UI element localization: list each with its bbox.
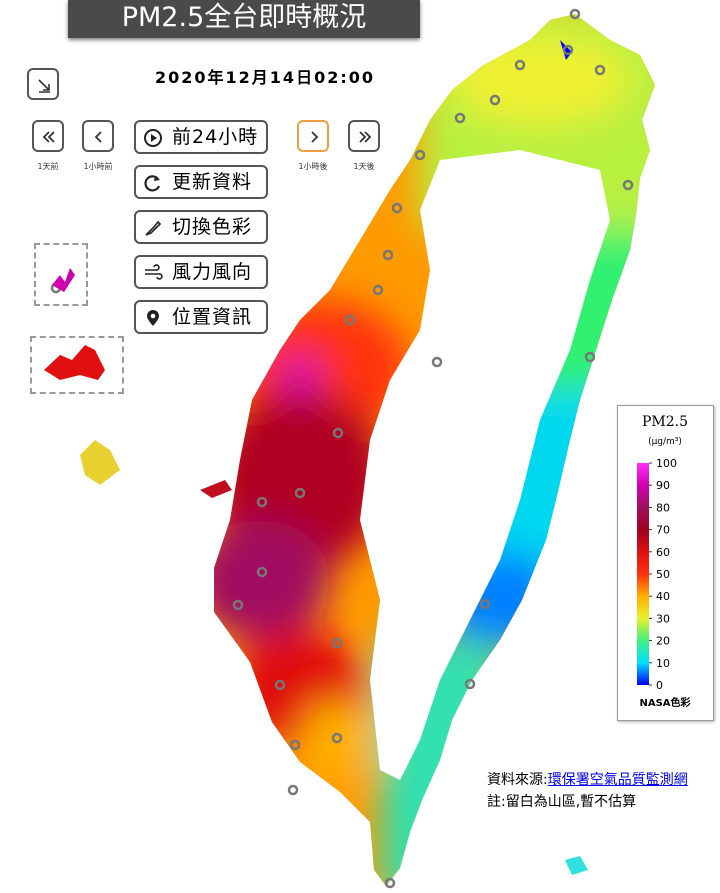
tick-label: 10 [656, 657, 670, 670]
button-label: 更新資料 [172, 171, 253, 193]
button[interactable]: 位置資訊 [134, 300, 268, 334]
button-label: 切換色彩 [172, 216, 253, 238]
nav-label: 1天後 [353, 162, 375, 171]
button[interactable]: 風力風向 [134, 255, 268, 289]
source-link[interactable]: 環保署空氣品質監測網 [547, 772, 688, 788]
inset-box [30, 336, 124, 394]
button-label: 位置資訊 [172, 306, 253, 328]
back-hour-button[interactable] [82, 120, 114, 152]
button-label: 前24小時 [172, 126, 259, 148]
inset-box [34, 243, 88, 306]
tick-label: 70 [656, 524, 670, 537]
tick-label: 90 [656, 479, 670, 492]
button-label: 風力風向 [172, 261, 253, 283]
source: 資料來源:環保署空氣品質監測網 [487, 769, 688, 789]
collapse-button[interactable] [27, 68, 59, 100]
legend-caption: NASA色彩 [639, 696, 690, 709]
datetime: 2020年12月14日02:00 [155, 68, 375, 87]
legend-scale: PM2.5 (μg/m³) NASA色彩 0 10 20 30 40 50 60 70 80 90… [637, 414, 691, 709]
back-day-button[interactable] [32, 120, 64, 152]
legend-title: PM2.5 [642, 414, 688, 430]
button[interactable]: 切換色彩 [134, 210, 268, 244]
forward-day-button[interactable] [348, 120, 380, 152]
nav-label: 1小時後 [298, 162, 328, 171]
tick-label: 80 [656, 501, 670, 514]
tick-label: 100 [656, 457, 677, 470]
tick-label: 60 [656, 546, 670, 559]
nav-label: 1小時前 [83, 162, 113, 171]
legend: PM2.5 (μg/m³) NASA色彩 0 10 20 30 40 50 60 70 80 90… [617, 405, 714, 721]
tick-label: 0 [656, 679, 663, 692]
color-bar [637, 463, 649, 685]
nav-label: 1天前 [37, 162, 59, 171]
tick-label: 30 [656, 612, 670, 625]
note: 註:留白為山區,暫不估算 [487, 794, 637, 810]
button[interactable]: 更新資料 [134, 165, 268, 199]
forward-hour-button[interactable] [297, 120, 329, 152]
legend-unit: (μg/m³) [648, 437, 682, 447]
tick-label: 20 [656, 635, 670, 648]
tick-label: 50 [656, 568, 670, 581]
tick-label: 40 [656, 590, 670, 603]
button[interactable]: 前24小時 [134, 120, 268, 154]
source-label: 資料來源: [487, 772, 548, 788]
title: PM2.5全台即時概況 [68, 0, 420, 38]
